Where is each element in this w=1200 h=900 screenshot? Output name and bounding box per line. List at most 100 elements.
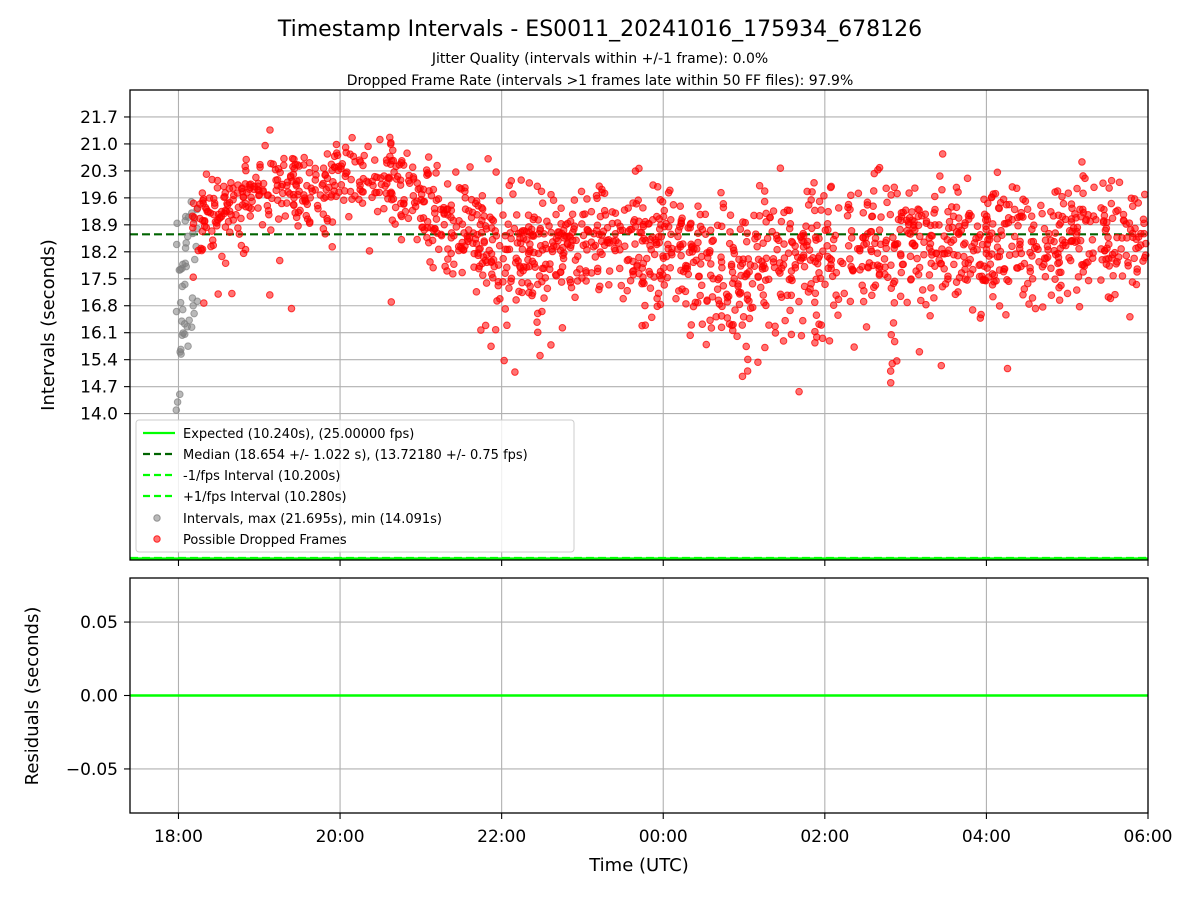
interval-point <box>193 297 202 306</box>
top-y-tick-label: 17.5 <box>80 270 118 290</box>
dropped-frame-point <box>242 202 250 211</box>
dropped-frame-point <box>1047 291 1056 300</box>
dropped-frame-point <box>533 182 542 191</box>
dropped-frame-point <box>927 284 935 292</box>
dropped-frame-point <box>812 275 820 284</box>
dropped-frame-point <box>1041 272 1050 281</box>
dropped-frame-point <box>719 199 728 208</box>
dropped-frame-point <box>1117 245 1125 253</box>
bottom-y-axis-label: Residuals (seconds) <box>22 607 43 786</box>
dropped-frame-point <box>676 240 684 249</box>
dropped-frame-point <box>370 156 379 164</box>
dropped-frame-point <box>775 259 784 267</box>
dropped-frame-point <box>452 223 461 231</box>
dropped-frame-point <box>189 219 198 228</box>
dropped-frame-point <box>795 387 803 396</box>
dropped-frame-point <box>719 281 728 290</box>
interval-point <box>187 323 196 331</box>
dropped-frame-point <box>938 185 946 194</box>
dropped-frame-point <box>882 184 890 193</box>
dropped-frame-point <box>1016 237 1024 246</box>
dropped-frame-point <box>754 273 763 282</box>
top-y-tick-label: 14.7 <box>80 378 118 398</box>
dropped-frame-point <box>811 289 820 298</box>
dropped-frame-point <box>256 163 264 171</box>
dropped-frame-point <box>1089 249 1097 257</box>
legend-entry-expected: Expected (10.240s), (25.00000 fps) <box>183 427 414 442</box>
dropped-frame-point <box>1028 294 1037 302</box>
dropped-frame-point <box>829 301 838 310</box>
dropped-frame-point <box>507 177 516 185</box>
dropped-frame-point <box>961 265 969 274</box>
dropped-frame-point <box>593 267 602 276</box>
dropped-frame-point <box>495 196 504 205</box>
dropped-frame-point <box>1111 290 1119 299</box>
dropped-frame-point <box>635 217 643 226</box>
dropped-frame-point <box>321 230 329 238</box>
dropped-frame-point <box>944 207 952 216</box>
dropped-frame-point <box>516 264 525 272</box>
dropped-frame-point <box>284 188 292 196</box>
dropped-frame-point <box>274 215 283 223</box>
dropped-frame-point <box>896 250 905 258</box>
dropped-frame-point <box>866 227 875 236</box>
dropped-frame-point <box>1081 217 1090 225</box>
dropped-frame-point <box>762 301 770 310</box>
dropped-frame-point <box>472 197 481 205</box>
dropped-frame-point <box>815 269 823 277</box>
dropped-frame-point <box>786 306 794 315</box>
dropped-frame-point <box>434 245 443 254</box>
dropped-frame-point <box>434 195 443 203</box>
dropped-frame-point <box>969 265 977 274</box>
dropped-frame-point <box>264 191 272 199</box>
dropped-frame-point <box>355 156 364 164</box>
dropped-frame-point <box>995 252 1004 261</box>
dropped-frame-point <box>672 294 680 303</box>
dropped-frame-point <box>980 195 988 204</box>
dropped-frame-point <box>294 208 303 217</box>
dropped-frame-point <box>596 248 605 256</box>
dropped-frame-point <box>1118 234 1126 242</box>
dropped-frame-point <box>466 163 474 171</box>
dropped-frame-point <box>444 245 452 253</box>
dropped-frame-point <box>786 220 795 228</box>
dropped-frame-point <box>1003 364 1012 373</box>
dropped-frame-point <box>925 271 934 279</box>
dropped-frame-point <box>1139 257 1147 265</box>
interval-point <box>175 390 184 399</box>
dropped-frame-point <box>413 235 421 244</box>
dropped-frame-point <box>263 201 272 210</box>
dropped-frame-point <box>655 215 664 223</box>
dropped-frame-point <box>677 217 686 225</box>
dropped-frame-point <box>914 205 922 214</box>
dropped-frame-point <box>940 250 949 258</box>
dropped-frame-point <box>815 320 823 328</box>
dropped-frame-point <box>927 259 936 268</box>
dropped-frame-point <box>1109 271 1117 280</box>
dropped-frame-point <box>1047 236 1055 245</box>
dropped-frame-point <box>667 230 675 239</box>
dropped-frame-point <box>698 320 707 328</box>
dropped-frame-point <box>859 209 868 217</box>
dropped-frame-point <box>1075 302 1084 311</box>
dropped-frame-point <box>189 199 198 208</box>
x-tick-label: 20:00 <box>316 827 365 847</box>
dropped-frame-point <box>419 197 428 206</box>
dropped-frame-point <box>807 224 816 233</box>
dropped-frame-point <box>376 174 385 182</box>
dropped-frame-point <box>559 243 567 252</box>
legend-entry-intervals: Intervals, max (21.695s), min (14.091s) <box>183 512 442 527</box>
dropped-frame-point <box>992 277 1000 285</box>
top-panel: 14.0 14.7 15.4 16.1 16.8 17.5 18.2 18.9 19.6 20.3… <box>38 89 1150 566</box>
dropped-frame-point <box>1140 219 1148 228</box>
dropped-frame-point <box>591 253 600 261</box>
dropped-frame-point <box>1130 254 1138 263</box>
dropped-frame-point <box>1054 211 1063 220</box>
legend-entry-plus-fps: +1/fps Interval (10.280s) <box>183 490 347 505</box>
dropped-frame-point <box>687 219 695 228</box>
dropped-frame-point <box>1073 227 1081 236</box>
dropped-frame-point <box>237 214 245 223</box>
dropped-frame-point <box>193 204 202 213</box>
dropped-frame-point <box>1008 215 1016 224</box>
dropped-frame-point <box>787 267 796 275</box>
